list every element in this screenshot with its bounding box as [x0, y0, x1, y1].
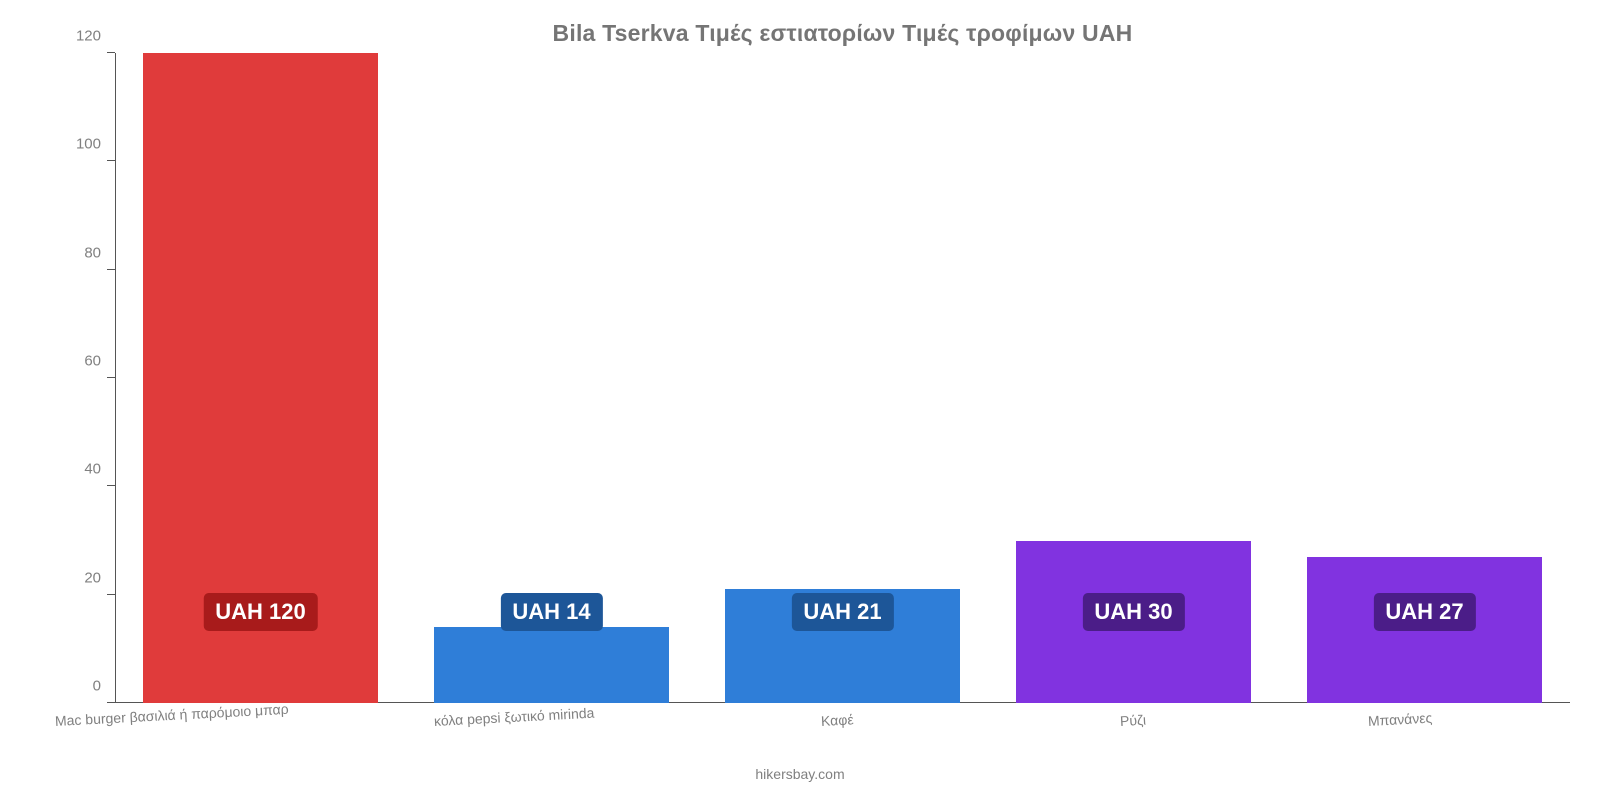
bar — [434, 627, 670, 703]
bar-value-label: UAH 27 — [1373, 593, 1475, 631]
bar-value-label: UAH 30 — [1082, 593, 1184, 631]
y-tick-label: 20 — [84, 569, 101, 586]
y-tick — [107, 485, 115, 486]
source-label: hikersbay.com — [755, 766, 844, 782]
chart-container: Bila Tserkva Τιμές εστιατορίων Τιμές τρο… — [0, 0, 1600, 800]
bar-value-label: UAH 21 — [791, 593, 893, 631]
y-tick — [107, 702, 115, 703]
y-tick — [107, 269, 115, 270]
x-tick-label: Ρύζι — [1120, 712, 1147, 729]
y-tick — [107, 160, 115, 161]
bar-value-label: UAH 14 — [500, 593, 602, 631]
y-tick-label: 40 — [84, 461, 101, 478]
y-tick — [107, 594, 115, 595]
y-axis — [115, 53, 116, 703]
y-tick-label: 120 — [76, 28, 101, 45]
y-tick — [107, 377, 115, 378]
y-tick-label: 60 — [84, 353, 101, 370]
x-tick-label: Καφέ — [820, 711, 853, 729]
y-tick — [107, 52, 115, 53]
chart-title: Bila Tserkva Τιμές εστιατορίων Τιμές τρο… — [115, 20, 1570, 47]
bar-value-label: UAH 120 — [203, 593, 317, 631]
y-tick-label: 80 — [84, 244, 101, 261]
x-tick-label: κόλα pepsi ξωτικό mirinda — [433, 705, 594, 729]
chart-plot-area: 020406080100120UAH 120Mac burger βασιλιά… — [115, 53, 1570, 703]
y-tick-label: 0 — [93, 678, 101, 695]
y-tick-label: 100 — [76, 136, 101, 153]
x-tick-label: Μπανάνες — [1367, 710, 1432, 729]
x-tick-label: Mac burger βασιλιά ή παρόμοιο μπαρ — [55, 701, 289, 729]
